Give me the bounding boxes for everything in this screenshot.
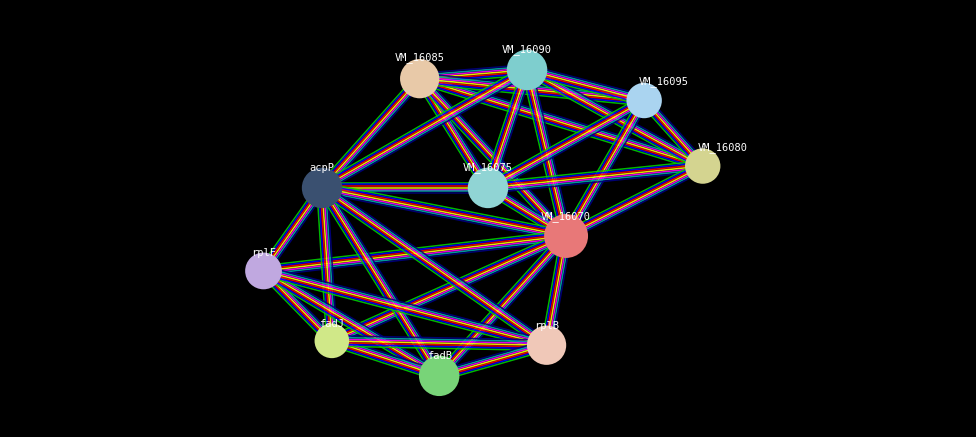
Point (256, 267, 271, 274)
Point (539, 342, 554, 349)
Text: fadJ: fadJ (319, 319, 345, 329)
Point (480, 184, 496, 191)
Text: VM_16080: VM_16080 (697, 142, 748, 153)
Point (558, 232, 574, 239)
Text: rplB: rplB (534, 321, 559, 331)
Text: VM_16075: VM_16075 (463, 163, 513, 173)
Point (324, 337, 340, 344)
Text: VM_16095: VM_16095 (638, 76, 689, 87)
Point (519, 66, 535, 73)
Point (431, 372, 447, 379)
Text: VM_16085: VM_16085 (394, 52, 445, 63)
Point (695, 163, 711, 170)
Text: rplF: rplF (251, 248, 276, 258)
Point (412, 75, 427, 82)
Text: VM_16070: VM_16070 (541, 211, 591, 222)
Point (636, 97, 652, 104)
Text: acpP: acpP (309, 163, 335, 173)
Point (314, 184, 330, 191)
Text: fadB: fadB (427, 351, 452, 361)
Text: VM_16090: VM_16090 (502, 44, 552, 55)
